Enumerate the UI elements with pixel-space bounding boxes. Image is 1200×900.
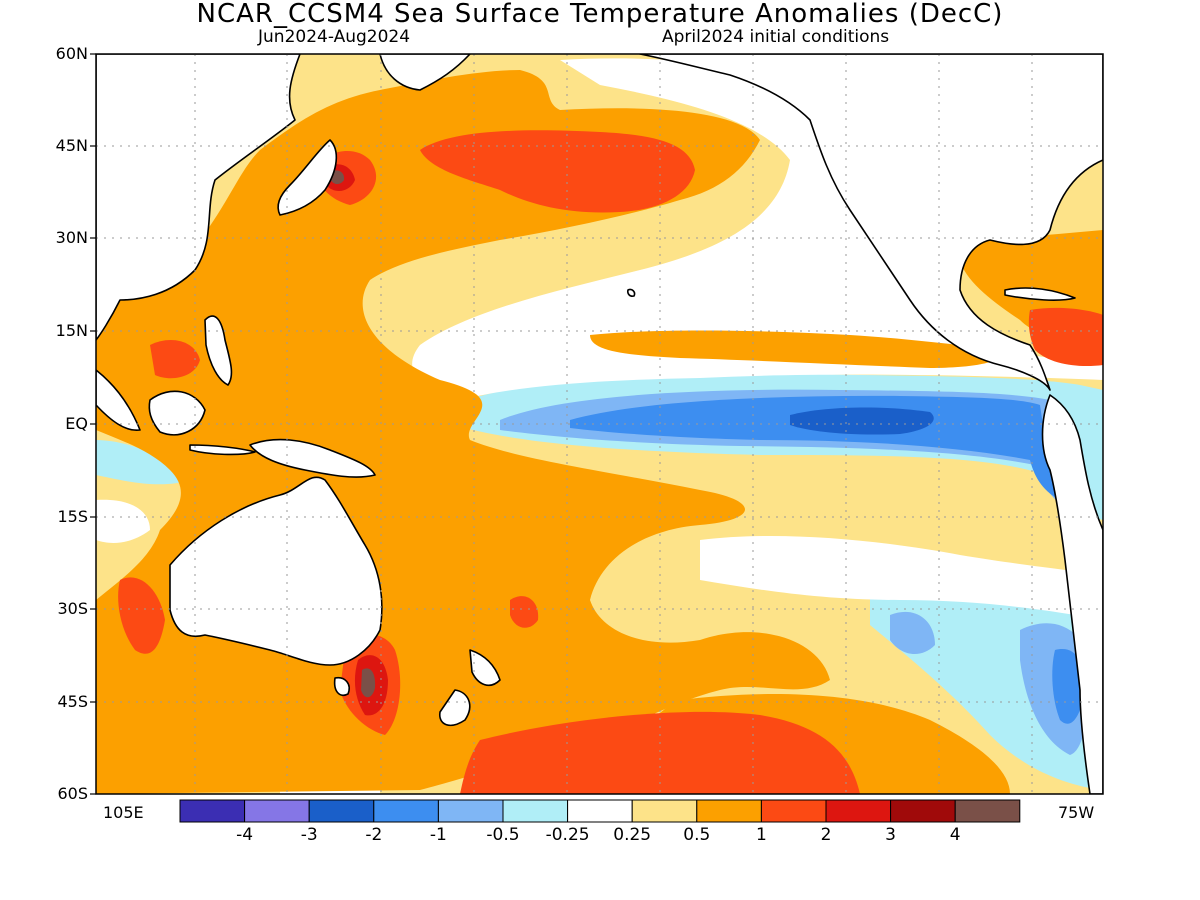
central-south-mid-patch [890,611,935,655]
south-china-sea-warm [150,340,200,379]
lat-label-30s: 30S [57,599,88,618]
sumatra [96,369,141,431]
colorbar-swatch [567,799,633,823]
kamchatka-alaska-north [379,54,471,91]
south-pacific-neutral [700,535,1103,620]
lon-label-right: 75W [1058,803,1095,822]
colorbar-label: 0.25 [613,825,652,845]
indian-ocean-warm [118,577,165,654]
japan [277,139,338,216]
forecast-period: Jun2024-Aug2024 [258,27,411,47]
south-america [1041,394,1103,794]
colorbar-label: 2 [820,825,832,845]
colorbar-label: -4 [236,825,254,845]
colorbar-swatch [954,799,1021,823]
lat-label-30n: 30N [55,228,88,247]
colorbar-label: -3 [300,825,318,845]
borneo [148,390,206,436]
colorbar-label: 4 [949,825,961,845]
colorbar-label: 3 [885,825,897,845]
tasman-extreme [361,668,376,698]
subtropical-south-warm [510,596,539,628]
colorbar-label: -0.5 [486,825,520,845]
anomaly-deep-blue-regions [790,407,934,435]
new-zealand-south [439,689,471,727]
land-masses [96,54,1103,794]
cold-tongue-deepest [790,407,934,435]
graticule [96,54,1103,794]
north-america [639,54,1103,391]
lat-label-45s: 45S [57,692,88,711]
lon-label-left: 105E [103,803,144,822]
java [189,444,256,456]
colorbar-label: -1 [429,825,447,845]
colorbar-swatch [890,799,956,823]
caribbean-hot [1028,307,1103,367]
lat-label-15s: 15S [57,507,88,526]
cold-tongue-core [570,395,1060,500]
hawaii [627,288,636,297]
cuba [1004,287,1076,301]
initial-conditions: April2024 initial conditions [662,27,890,47]
new-guinea [249,438,376,478]
lat-label-45n: 45N [55,136,88,155]
colorbar-swatch [825,799,892,823]
colorbar-swatch [373,799,439,823]
lat-label-15n: 15N [55,321,88,340]
colorbar-label: -2 [365,825,383,845]
colorbar-swatch [437,799,504,823]
map-title: NCAR_CCSM4 Sea Surface Temperature Anoma… [196,0,1004,29]
axis-ticks [90,53,96,795]
tropical-north-warm-band [590,330,1002,368]
lat-label-eq: EQ [65,414,88,433]
australia [169,476,383,666]
west-aus-neutral [96,499,150,543]
colorbar-label: 1 [755,825,767,845]
colorbar-swatch [502,799,569,823]
lat-label-60n: 60N [55,44,88,63]
colorbar-swatch [631,799,698,823]
kuroshio-extension-warm [420,130,695,213]
colorbar-swatch [308,799,375,823]
tasmania [333,676,350,696]
indian-ocean-cool-patch [96,440,190,485]
lat-label-60s: 60S [57,784,88,803]
asia-coast [96,54,301,341]
south-pacific-warm-band [460,711,860,794]
colorbar-swatch [179,799,246,823]
colorbar-swatch [696,799,762,823]
new-zealand-north [469,649,501,687]
anomaly-red-orange-regions [118,130,1103,794]
colorbar-swatch [760,799,827,823]
colorbar-swatch [244,799,310,823]
colorbar-label: 0.5 [683,825,711,845]
philippines [204,315,233,386]
colorbar-label: -0.25 [545,825,590,845]
